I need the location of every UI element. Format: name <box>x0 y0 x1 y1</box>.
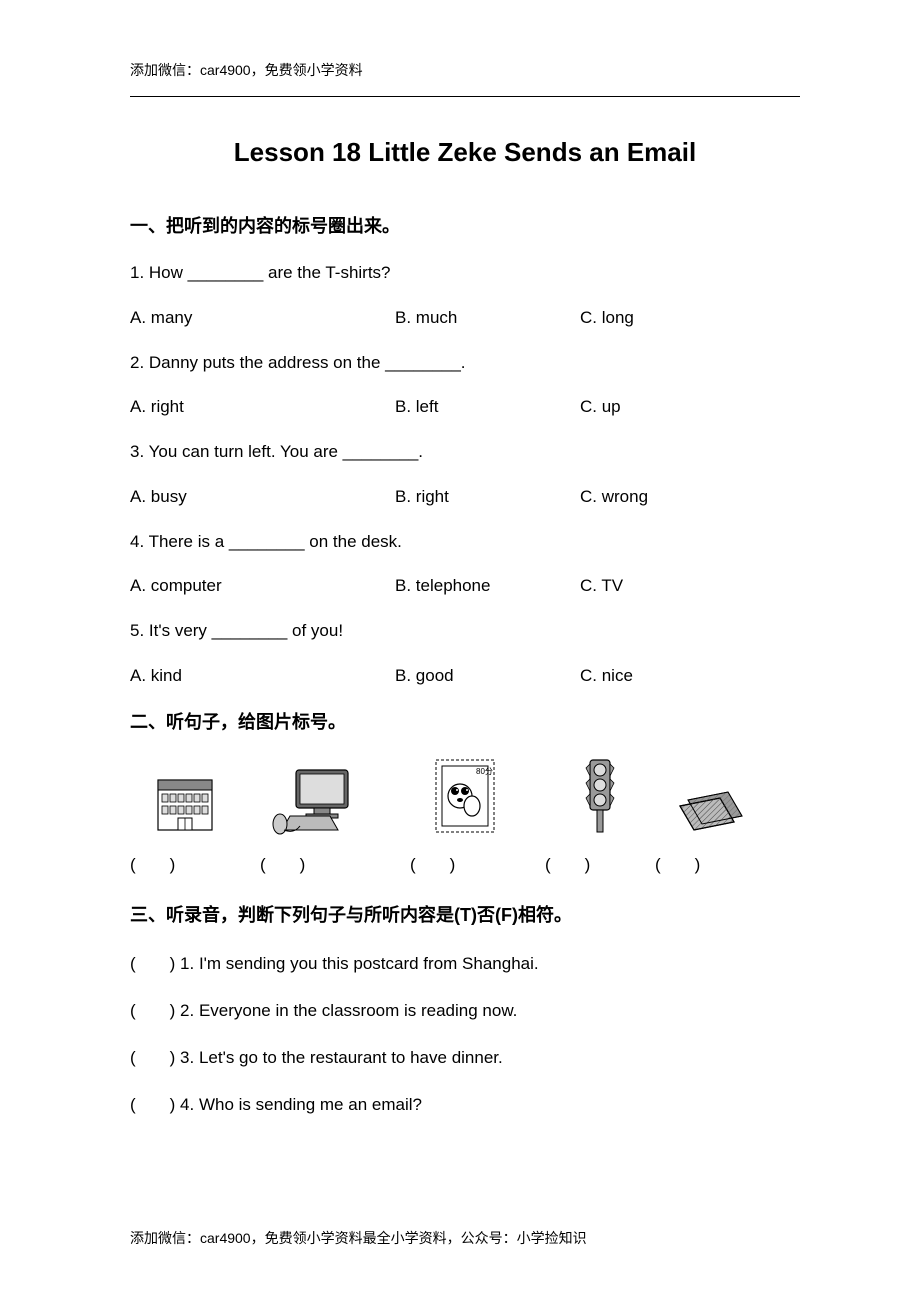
section1-heading: 一、把听到的内容的标号圈出来。 <box>130 212 800 238</box>
paren-1: ( ) <box>130 850 260 875</box>
q2-option-b: B. left <box>395 397 580 417</box>
q5-option-c: C. nice <box>580 666 633 686</box>
q2-stem: 2. Danny puts the address on the _______… <box>130 350 800 376</box>
tf-item-2: ( ) 2. Everyone in the classroom is read… <box>130 996 800 1021</box>
stamp-icon: 80分 <box>390 756 540 836</box>
q1-options: A. many B. much C. long <box>130 308 800 328</box>
q2-option-c: C. up <box>580 397 621 417</box>
page-title: Lesson 18 Little Zeke Sends an Email <box>130 137 800 168</box>
traffic-light-icon <box>540 758 660 836</box>
tf-item-1: ( ) 1. I'm sending you this postcard fro… <box>130 949 800 974</box>
q3-option-a: A. busy <box>130 487 395 507</box>
header-rule <box>130 96 800 97</box>
paren-2: ( ) <box>260 850 410 875</box>
section3-heading: 三、听录音，判断下列句子与所听内容是(T)否(F)相符。 <box>130 901 800 927</box>
q5-stem: 5. It's very ________ of you! <box>130 618 800 644</box>
picture-row: 80分 <box>130 756 800 836</box>
q2-options: A. right B. left C. up <box>130 397 800 417</box>
footer-note: 添加微信：car4900，免费领小学资料最全小学资料，公众号：小学捡知识 <box>130 1228 587 1248</box>
q3-stem: 3. You can turn left. You are ________. <box>130 439 800 465</box>
q4-option-c: C. TV <box>580 576 623 596</box>
q4-stem: 4. There is a ________ on the desk. <box>130 529 800 555</box>
section2-heading: 二、听句子，给图片标号。 <box>130 708 800 734</box>
svg-text:80分: 80分 <box>476 767 493 776</box>
q3-options: A. busy B. right C. wrong <box>130 487 800 507</box>
paren-5: ( ) <box>655 850 700 875</box>
q1-stem: 1. How ________ are the T-shirts? <box>130 260 800 286</box>
q1-option-b: B. much <box>395 308 580 328</box>
q1-option-c: C. long <box>580 308 634 328</box>
paren-3: ( ) <box>410 850 545 875</box>
q3-option-c: C. wrong <box>580 487 648 507</box>
tf-item-4: ( ) 4. Who is sending me an email? <box>130 1090 800 1115</box>
q2-option-a: A. right <box>130 397 395 417</box>
q1-option-a: A. many <box>130 308 395 328</box>
q5-option-a: A. kind <box>130 666 395 686</box>
q4-options: A. computer B. telephone C. TV <box>130 576 800 596</box>
header-note: 添加微信：car4900，免费领小学资料 <box>130 60 800 80</box>
computer-icon <box>240 766 390 836</box>
q5-option-b: B. good <box>395 666 580 686</box>
tf-item-3: ( ) 3. Let's go to the restaurant to hav… <box>130 1043 800 1068</box>
papers-icon <box>660 786 760 836</box>
q3-option-b: B. right <box>395 487 580 507</box>
building-icon <box>130 774 240 836</box>
paren-4: ( ) <box>545 850 655 875</box>
q4-option-b: B. telephone <box>395 576 580 596</box>
q5-options: A. kind B. good C. nice <box>130 666 800 686</box>
paren-row: ( ) ( ) ( ) ( ) ( ) <box>130 850 800 875</box>
q4-option-a: A. computer <box>130 576 395 596</box>
